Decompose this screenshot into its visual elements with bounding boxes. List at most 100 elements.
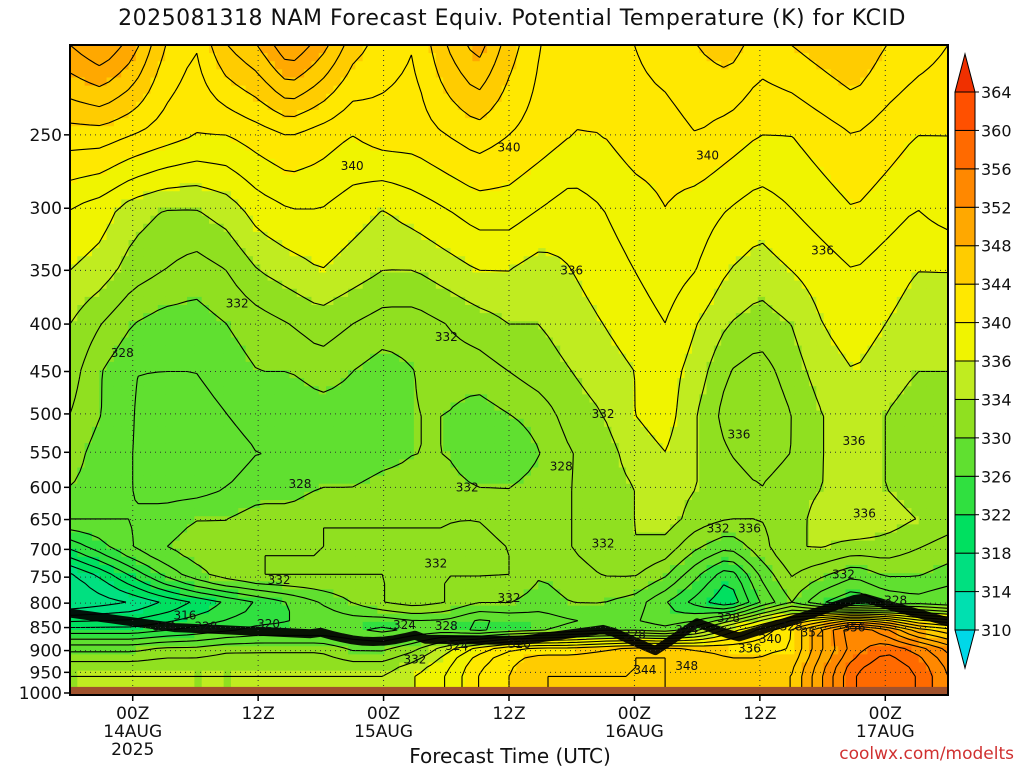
heat-cell [296,240,305,249]
heat-cell [560,329,569,339]
heat-cell [450,61,459,70]
heat-cell [691,370,700,379]
heat-cell [282,142,291,152]
heat-cell [135,77,144,87]
heat-cell [333,370,342,379]
heat-cell [106,378,115,387]
heat-cell [933,134,942,144]
heat-cell [530,370,539,379]
heat-cell [728,183,737,192]
heat-cell [399,126,408,135]
heat-cell [633,321,642,330]
heat-cell [735,118,744,127]
heat-cell [509,223,517,233]
heat-cell [874,296,883,306]
heat-cell [713,45,722,54]
heat-cell [91,134,100,144]
heat-cell [209,353,217,363]
heat-cell [604,231,613,241]
heat-cell [750,240,759,249]
heat-cell [216,207,225,217]
heat-cell [743,183,752,192]
heat-cell [757,126,766,135]
heat-cell [238,288,247,298]
heat-cell [135,45,144,54]
heat-cell [457,248,466,257]
heat-cell [918,191,927,200]
heat-cell [245,361,254,371]
heat-cell [399,215,408,225]
heat-cell [911,313,920,322]
heat-cell [691,280,700,290]
heat-cell [304,45,313,54]
heat-cell [794,69,803,79]
heat-cell [823,134,832,144]
heat-cell [706,305,715,314]
heat-cell [662,93,671,103]
heat-cell [113,305,122,314]
heat-cell [838,45,847,54]
heat-cell [845,183,854,192]
heat-cell [882,231,891,241]
heat-cell [282,175,291,184]
heat-cell [889,53,898,62]
heat-cell [472,370,481,379]
heat-cell [362,61,371,70]
heat-cell [538,61,547,70]
heat-cell [779,321,788,330]
heat-cell [333,150,342,160]
heat-cell [794,321,803,330]
heat-cell [860,280,869,290]
heat-cell [216,280,225,290]
heat-cell [779,329,788,339]
heat-cell [494,93,503,103]
heat-cell [150,361,159,371]
heat-cell [457,264,466,274]
heat-cell [340,272,349,282]
heat-cell [435,207,444,217]
heat-cell [765,296,773,306]
heat-cell [348,321,356,330]
heat-cell [428,126,437,135]
heat-cell [882,77,891,87]
heat-cell [267,370,276,379]
heat-cell [399,166,408,176]
heat-cell [267,280,276,290]
heat-cell [516,256,525,265]
heat-cell [187,329,195,339]
heat-cell [187,280,195,290]
heat-cell [238,69,247,79]
heat-cell [830,134,839,144]
heat-cell [501,370,510,379]
heat-cell [530,199,539,209]
heat-cell [926,296,934,306]
heat-cell [904,199,913,209]
heat-cell [918,264,927,274]
heat-cell [318,53,327,62]
heat-cell [618,361,627,371]
heat-cell [84,199,93,209]
heat-cell [618,53,627,62]
heat-cell [765,288,773,298]
heat-cell [794,361,803,371]
heat-cell [735,126,744,135]
heat-cell [128,199,137,209]
heat-cell [304,207,313,217]
heat-cell [772,158,781,168]
heat-cell [662,248,671,257]
heat-cell [318,256,327,265]
heat-cell [143,231,152,241]
heat-cell [479,215,488,225]
heat-cell [860,101,869,111]
heat-cell [808,166,817,176]
heat-cell [143,288,152,298]
heat-cell [779,264,788,274]
heat-cell [77,264,86,274]
heat-cell [487,118,495,127]
heat-cell [311,85,320,95]
heat-cell [157,240,166,249]
heat-cell [560,378,569,387]
heat-cell [428,53,437,62]
heat-cell [626,370,634,379]
heat-cell [143,77,152,87]
